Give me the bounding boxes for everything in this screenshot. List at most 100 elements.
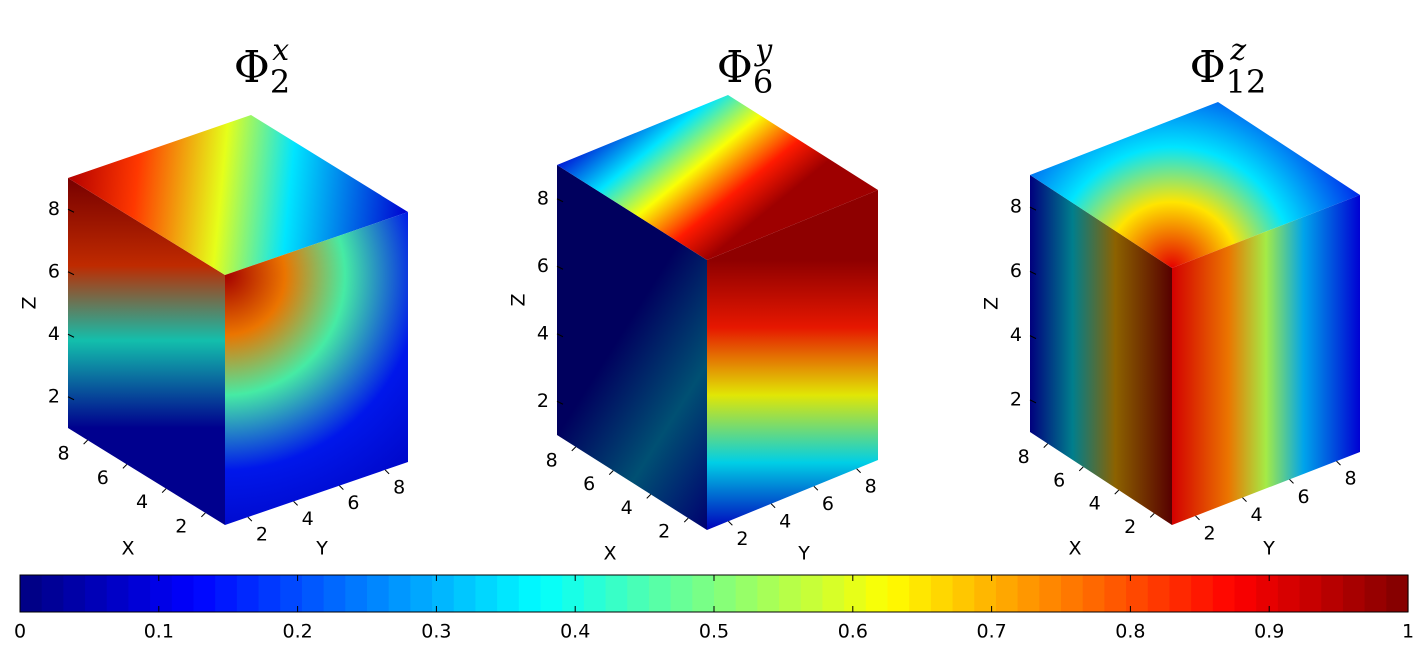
colorbar-tick-label: 0 [14, 621, 26, 643]
title-symbol: Φ [717, 42, 753, 93]
colorbar-cell [280, 575, 303, 612]
title-superscript: y [753, 33, 773, 68]
y-tick [339, 485, 344, 490]
y-tick-label: 6 [347, 492, 359, 514]
y-tick-label: 4 [779, 510, 791, 532]
colorbar-cell [714, 575, 737, 612]
z-axis-label: Z [19, 296, 41, 309]
y-tick-label: 8 [865, 475, 877, 497]
colorbar-cell [844, 575, 867, 612]
z-tick-label: 4 [48, 323, 60, 345]
colorbar-cell [865, 575, 889, 612]
cube-face-left [557, 165, 707, 530]
z-tick [1029, 270, 1037, 275]
colorbar-tick-label: 0.9 [1254, 621, 1284, 643]
colorbar-tick-label: 0.2 [282, 621, 312, 643]
y-tick [1195, 515, 1200, 521]
panel-title: Φ2x [234, 33, 290, 101]
colorbar-tick-label: 1 [1402, 621, 1414, 643]
x-tick [1078, 466, 1084, 472]
x-axis-label: X [603, 543, 616, 565]
colorbar-cell [258, 575, 281, 612]
colorbar-tick-label: 0.3 [421, 621, 451, 643]
colorbar-cell [85, 575, 108, 612]
x-tick-label: 6 [97, 467, 109, 489]
colorbar-cell [540, 575, 563, 612]
colorbar-cell [20, 575, 43, 612]
y-tick-label: 2 [736, 528, 748, 550]
panel-title: Φ12z [1190, 33, 1267, 101]
x-tick-label: 4 [136, 491, 148, 513]
colorbar-cell [1299, 575, 1322, 612]
colorbar-cell [779, 575, 802, 612]
cube-face-top [557, 95, 878, 260]
colorbar-tick-label: 0.4 [560, 621, 590, 643]
colorbar-cell [648, 575, 672, 612]
colorbar-cell [1017, 575, 1040, 612]
colorbar-cell [1147, 575, 1171, 612]
colorbar-cell [1386, 575, 1409, 612]
x-tick [683, 517, 689, 523]
z-tick [67, 208, 75, 213]
colorbar-cell [1364, 575, 1387, 612]
colorbar-cell [432, 575, 455, 612]
x-tick-label: 6 [583, 473, 595, 495]
x-tick-label: 8 [1018, 446, 1030, 468]
z-axis-label: Z [981, 297, 1003, 310]
y-tick-label: 6 [1297, 486, 1309, 508]
panel-title: Φ6y [717, 33, 773, 101]
y-tick [770, 503, 776, 509]
colorbar-cell [150, 575, 173, 612]
colorbar-cell [323, 575, 346, 612]
x-tick [161, 488, 167, 493]
z-tick [67, 396, 75, 401]
x-tick-label: 4 [621, 497, 633, 519]
x-tick [201, 512, 206, 518]
title-superscript: z [1229, 33, 1246, 68]
colorbar-cell [909, 575, 932, 612]
cube-face-left [68, 178, 225, 525]
x-axis-label: X [1068, 538, 1081, 560]
colorbar-tick-label: 0.5 [699, 621, 729, 643]
x-tick-label: 6 [1053, 469, 1065, 491]
x-tick-label: 4 [1089, 493, 1101, 515]
z-tick [1029, 399, 1037, 404]
colorbar-cell [1061, 575, 1084, 612]
colorbar-cell [735, 575, 758, 612]
y-tick [1336, 460, 1341, 466]
z-tick-label: 6 [1010, 260, 1022, 282]
z-tick-label: 8 [537, 187, 549, 209]
y-tick-label: 8 [1344, 468, 1356, 490]
colorbar-cell [171, 575, 195, 612]
colorbar-cell [497, 575, 520, 612]
x-tick [1043, 443, 1049, 448]
x-tick [608, 470, 614, 475]
z-tick-label: 4 [537, 322, 549, 344]
cube-face-right [225, 212, 408, 525]
colorbar-cell [236, 575, 260, 612]
colorbar-cell [475, 575, 498, 612]
title-superscript: x [272, 33, 289, 68]
colorbar-tick-label: 0.6 [838, 621, 868, 643]
z-tick [1029, 335, 1037, 340]
x-tick [1149, 513, 1155, 518]
y-tick-label: 4 [302, 508, 314, 530]
y-tick [384, 469, 390, 475]
colorbar-cell [605, 575, 628, 612]
colorbar-cell [106, 575, 130, 612]
x-axis-label: X [121, 538, 134, 560]
x-tick [83, 439, 88, 445]
z-tick [556, 400, 564, 405]
cube-face-right [707, 190, 878, 530]
cube-panel: Φ12z 2 4 6 8 2 4 6 8 2 4 6 8 X Y Z [981, 33, 1360, 560]
z-tick-label: 2 [48, 385, 60, 407]
colorbar-cell [562, 575, 585, 612]
colorbar-cell [800, 575, 824, 612]
title-symbol: Φ [1190, 42, 1226, 93]
title-subscript: 2 [270, 63, 290, 101]
colorbar-cell [1321, 575, 1344, 612]
z-tick [1029, 206, 1037, 211]
colorbar-cell [995, 575, 1019, 612]
